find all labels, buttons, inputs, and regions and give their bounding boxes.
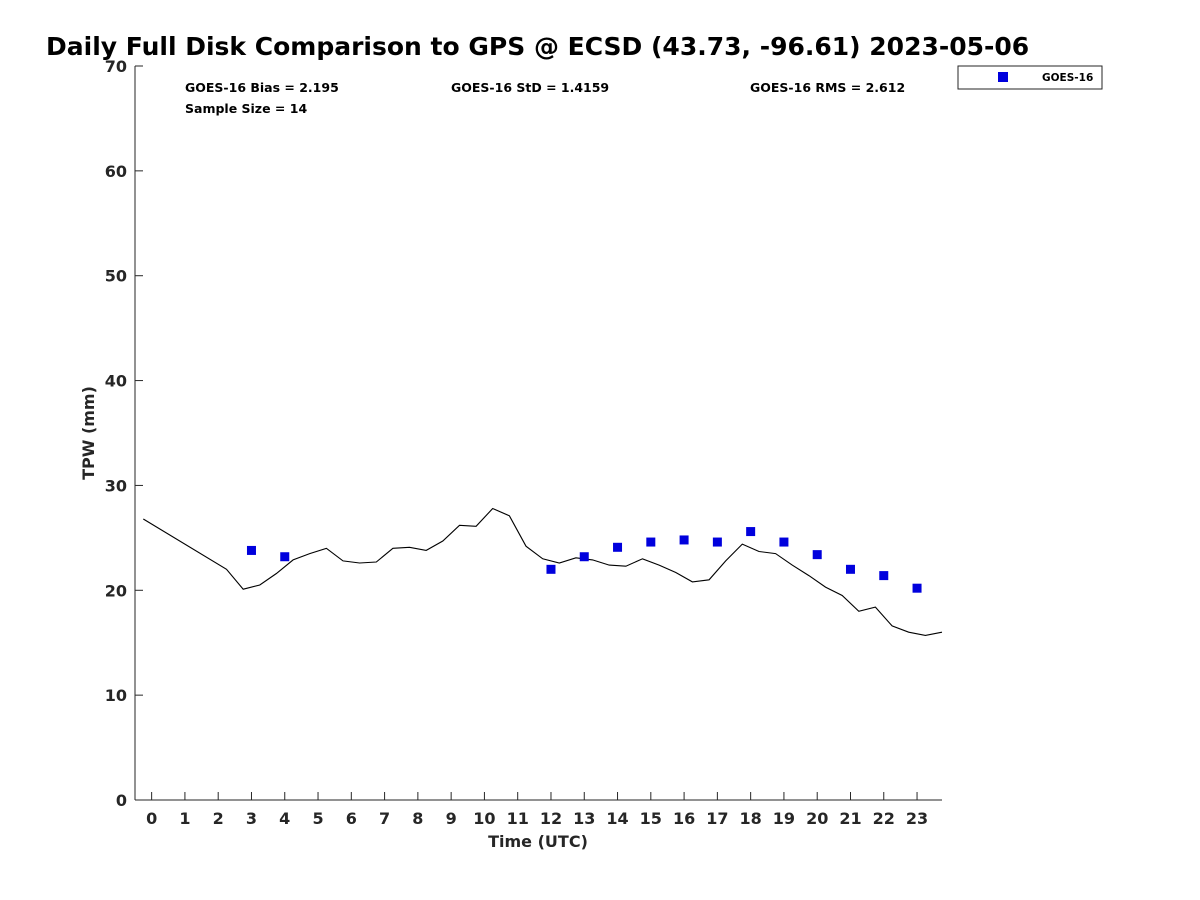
goes16-point: [812, 550, 822, 560]
x-tick-label: 18: [740, 809, 762, 828]
y-tick-label: 20: [105, 581, 127, 600]
rms-stat: GOES-16 RMS = 2.612: [750, 80, 905, 95]
goes16-point: [280, 552, 290, 562]
chart-title: Daily Full Disk Comparison to GPS @ ECSD…: [46, 32, 1029, 61]
x-tick-label: 23: [906, 809, 928, 828]
goes16-point: [679, 535, 689, 545]
goes16-point: [845, 564, 855, 574]
goes16-point: [579, 552, 589, 562]
x-tick-label: 1: [179, 809, 190, 828]
goes16-point: [546, 564, 556, 574]
goes16-point: [912, 583, 922, 593]
goes16-point: [246, 545, 256, 555]
x-tick-label: 13: [573, 809, 595, 828]
x-tick-label: 11: [507, 809, 529, 828]
x-tick-label: 6: [346, 809, 357, 828]
y-axis-label: TPW (mm): [79, 386, 98, 480]
x-tick-label: 3: [246, 809, 257, 828]
y-tick-label: 10: [105, 686, 127, 705]
x-tick-label: 12: [540, 809, 562, 828]
legend-marker: [998, 72, 1008, 82]
goes16-point: [712, 537, 722, 547]
legend-label: GOES-16: [1042, 72, 1093, 84]
y-tick-label: 40: [105, 372, 127, 391]
x-tick-label: 14: [606, 809, 628, 828]
goes16-point: [879, 571, 889, 581]
x-tick-label: 17: [706, 809, 728, 828]
y-tick-label: 70: [105, 57, 127, 76]
x-tick-label: 21: [839, 809, 861, 828]
x-tick-label: 22: [873, 809, 895, 828]
x-axis-label: Time (UTC): [488, 832, 588, 851]
x-tick-label: 4: [279, 809, 290, 828]
x-tick-label: 16: [673, 809, 695, 828]
x-tick-label: 2: [213, 809, 224, 828]
y-tick-label: 30: [105, 476, 127, 495]
y-tick-label: 50: [105, 267, 127, 286]
x-tick-label: 7: [379, 809, 390, 828]
y-tick-label: 60: [105, 162, 127, 181]
x-tick-label: 19: [773, 809, 795, 828]
x-tick-label: 8: [412, 809, 423, 828]
sample-size-stat: Sample Size = 14: [185, 101, 307, 116]
goes16-point: [646, 537, 656, 547]
y-ticks: 0 10 20 30 40 50 60 70: [105, 57, 143, 810]
x-tick-label: 15: [640, 809, 662, 828]
x-tick-label: 20: [806, 809, 828, 828]
x-tick-label: 0: [146, 809, 157, 828]
x-tick-label: 10: [473, 809, 495, 828]
legend-box: [957, 65, 1103, 90]
x-tick-label: 9: [446, 809, 457, 828]
std-stat: GOES-16 StD = 1.4159: [451, 80, 609, 95]
bias-stat: GOES-16 Bias = 2.195: [185, 80, 339, 95]
goes16-point: [779, 537, 789, 547]
x-tick-label: 5: [312, 809, 323, 828]
goes16-point: [613, 542, 623, 552]
x-ticks: 0 1 2 3 4 5 6 7 8 9 10 11 12 13 14 15 16 17 18 19 20 21 22 23: [146, 792, 928, 828]
goes16-points: [246, 527, 922, 593]
goes16-point: [746, 527, 756, 537]
y-tick-label: 0: [116, 791, 127, 810]
legend: GOES-16: [957, 65, 1103, 90]
gps-tpw-line: [143, 507, 943, 636]
